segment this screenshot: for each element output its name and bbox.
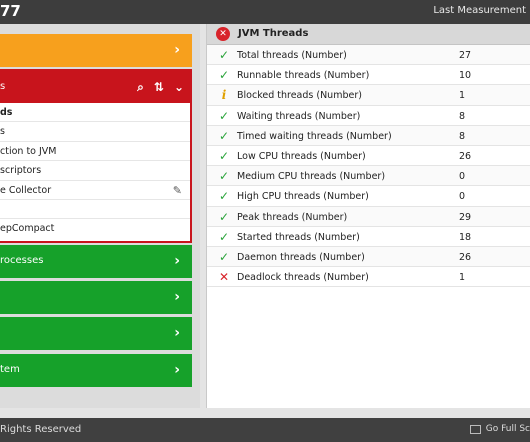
measure-name: Total threads (Number) xyxy=(237,50,347,61)
measure-value: 18 xyxy=(459,231,472,243)
measure-value: 1 xyxy=(459,272,466,284)
check-icon: ✓ xyxy=(218,68,230,83)
table-row[interactable]: ✕ Deadlock threads (Number) 1 xyxy=(207,267,530,288)
green-group-band[interactable]: rocesses › xyxy=(0,245,192,278)
check-icon: ✓ xyxy=(218,148,230,163)
footer: Rights Reserved Go Full Sc xyxy=(0,418,530,442)
table-row[interactable]: ✓ High CPU threads (Number) 0 xyxy=(207,186,530,207)
measure-value: 0 xyxy=(459,171,466,183)
red-group-header[interactable]: s ⌕ ⇅ ⌄ xyxy=(0,71,190,103)
measure-name: Low CPU threads (Number) xyxy=(237,150,366,162)
green-group-band[interactable]: tem › xyxy=(0,354,192,387)
measure-name: Medium CPU threads (Number) xyxy=(237,171,386,183)
collapse-all-icon[interactable]: ⇅ xyxy=(153,80,164,94)
check-icon: ✓ xyxy=(218,48,230,62)
chevron-right-icon: › xyxy=(174,362,180,378)
green-group-band[interactable]: › xyxy=(0,281,192,314)
check-icon: ✓ xyxy=(218,128,230,143)
list-item[interactable] xyxy=(0,200,190,220)
copyright-text: Rights Reserved xyxy=(0,424,82,435)
panel-header: ✕ JVM Threads xyxy=(207,24,530,45)
measure-value: 29 xyxy=(459,211,472,223)
green-group-band[interactable]: › xyxy=(0,317,192,350)
table-row[interactable]: ✓ Started threads (Number) 18 xyxy=(207,227,530,247)
info-icon: i xyxy=(221,88,227,103)
chevron-right-icon: › xyxy=(174,42,180,58)
table-row[interactable]: ✓ Timed waiting threads (Number) 8 xyxy=(207,125,530,146)
measure-value: 10 xyxy=(459,70,472,82)
x-icon: ✕ xyxy=(218,270,230,285)
measure-value: 8 xyxy=(459,110,466,122)
measure-value: 26 xyxy=(459,150,472,162)
measure-value: 27 xyxy=(459,50,472,61)
measure-name: High CPU threads (Number) xyxy=(237,191,369,203)
list-item[interactable]: s xyxy=(0,122,190,142)
last-measurement-label: Last Measurement xyxy=(433,5,526,16)
measurement-panel: ✕ JVM Threads ✓ Total threads (Number) 27 ✓… xyxy=(206,24,530,408)
fullscreen-label: Go Full Sc xyxy=(485,424,530,434)
table-row[interactable]: i Blocked threads (Number) 1 xyxy=(207,85,530,106)
red-group-list: ds s ction to JVM scriptors e Collector ✎… xyxy=(0,103,190,239)
chevron-down-icon[interactable]: ⌄ xyxy=(173,80,184,94)
panel-title: JVM Threads xyxy=(238,28,309,39)
edit-icon[interactable]: ✎ xyxy=(172,183,182,197)
list-item[interactable]: e Collector ✎ xyxy=(0,181,190,200)
check-icon: ✓ xyxy=(218,108,230,123)
measure-name: Started threads (Number) xyxy=(237,231,360,243)
check-icon: ✓ xyxy=(218,189,230,204)
top-bar: 77 Last Measurement xyxy=(0,0,530,24)
chevron-right-icon: › xyxy=(174,253,180,269)
search-icon[interactable]: ⌕ xyxy=(137,80,144,94)
measure-name: Peak threads (Number) xyxy=(237,211,348,223)
measure-value: 1 xyxy=(459,90,466,102)
app-title: 77 xyxy=(0,2,21,20)
table-row[interactable]: ✓ Runnable threads (Number) 10 xyxy=(207,65,530,86)
measure-value: 26 xyxy=(459,251,472,263)
chevron-right-icon: › xyxy=(174,289,180,305)
table-row[interactable]: ✓ Total threads (Number) 27 xyxy=(207,45,530,66)
green-group-label: tem xyxy=(0,364,20,375)
chevron-right-icon: › xyxy=(174,325,180,341)
measure-value: 8 xyxy=(459,130,466,142)
fullscreen-icon xyxy=(469,424,481,434)
measure-name: Deadlock threads (Number) xyxy=(237,272,369,284)
measure-name: Timed waiting threads (Number) xyxy=(237,130,392,142)
measure-name: Runnable threads (Number) xyxy=(237,70,370,82)
check-icon: ✓ xyxy=(218,249,230,264)
measure-name: Blocked threads (Number) xyxy=(237,90,362,102)
green-group-label: rocesses xyxy=(0,255,44,266)
check-icon: ✓ xyxy=(218,169,230,184)
check-icon: ✓ xyxy=(218,229,230,244)
measure-value: 0 xyxy=(459,191,466,203)
measurement-table: ✓ Total threads (Number) 27 ✓ Runnable threa… xyxy=(207,45,530,288)
list-item[interactable]: ds xyxy=(0,103,190,123)
red-group-label: s xyxy=(0,81,6,92)
fullscreen-button[interactable]: Go Full Sc xyxy=(469,424,530,434)
x-circle-icon: ✕ xyxy=(216,27,230,41)
orange-group-band[interactable]: › xyxy=(0,34,192,67)
table-row[interactable]: ✓ Medium CPU threads (Number) 0 xyxy=(207,166,530,187)
list-item[interactable]: epCompact xyxy=(0,223,55,235)
measure-name: Daemon threads (Number) xyxy=(237,251,365,263)
red-group: s ⌕ ⇅ ⌄ ds s ction to JVM scriptors e Co… xyxy=(0,69,192,243)
list-item[interactable]: ction to JVM xyxy=(0,142,190,162)
measure-name: Waiting threads (Number) xyxy=(237,110,361,122)
table-row[interactable]: ✓ Daemon threads (Number) 26 xyxy=(207,246,530,268)
table-row[interactable]: ✓ Waiting threads (Number) 8 xyxy=(207,106,530,126)
table-row[interactable]: ✓ Low CPU threads (Number) 26 xyxy=(207,146,530,167)
left-panel: › s ⌕ ⇅ ⌄ ds s ction to JVM scriptors e … xyxy=(0,24,200,408)
list-item[interactable]: scriptors xyxy=(0,161,190,181)
table-row[interactable]: ✓ Peak threads (Number) 29 xyxy=(207,206,530,227)
check-icon: ✓ xyxy=(218,209,230,224)
